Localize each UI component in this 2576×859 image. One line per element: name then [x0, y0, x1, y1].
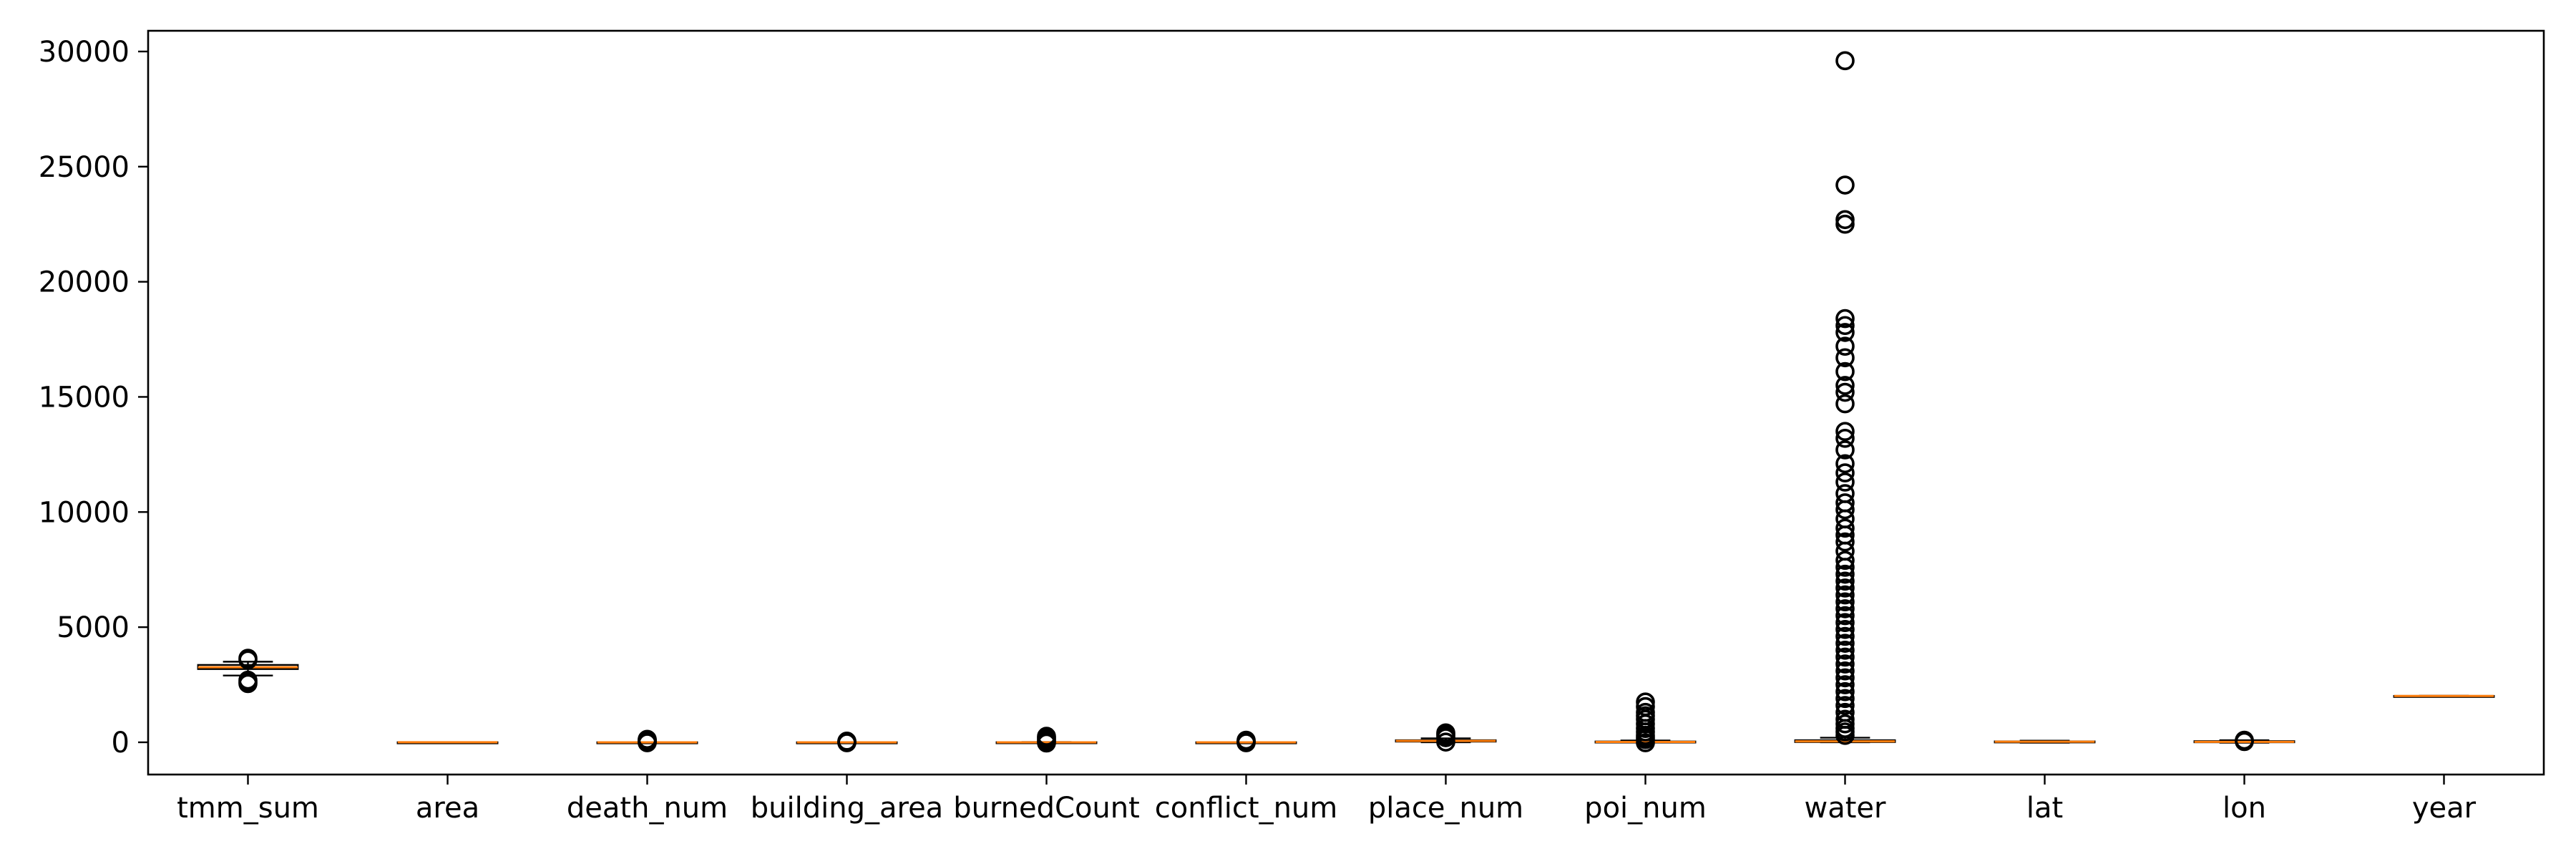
- outlier-point: [1835, 376, 1855, 395]
- outlier-point: [1835, 571, 1855, 591]
- outlier-point: [238, 670, 258, 690]
- outlier-point: [1835, 626, 1855, 646]
- outlier-point: [1835, 323, 1855, 342]
- box-tmm_sum: [197, 649, 299, 694]
- outlier-point: [1835, 681, 1855, 702]
- box-building_area: [796, 732, 898, 752]
- outlier-point: [1835, 175, 1855, 195]
- outlier-point: [1835, 606, 1855, 626]
- y-tick-label: 20000: [39, 266, 130, 299]
- outlier-point: [1835, 500, 1855, 520]
- outlier-point: [1835, 675, 1855, 694]
- outlier-point: [1835, 532, 1855, 552]
- outlier-point: [1037, 727, 1056, 746]
- outlier-point: [1636, 692, 1655, 712]
- box-lat: [1994, 739, 2096, 744]
- boxplot-series: [197, 51, 2495, 753]
- x-tick-label: building_area: [751, 792, 943, 825]
- outlier-point: [638, 729, 657, 749]
- outlier-point: [1835, 640, 1855, 660]
- outlier-point: [1835, 585, 1855, 605]
- outlier-point: [1835, 394, 1855, 414]
- outlier-point: [1835, 454, 1855, 474]
- outlier-point: [1835, 361, 1855, 382]
- outlier-point: [1835, 440, 1855, 460]
- box-water: [1794, 51, 1896, 745]
- y-tick-label: 30000: [39, 36, 130, 69]
- outlier-point: [1835, 634, 1855, 653]
- x-tick-label: death_num: [567, 792, 728, 825]
- plot-frame: [147, 29, 2545, 776]
- box-year: [2393, 694, 2495, 698]
- outlier-point: [1835, 726, 1855, 745]
- x-tick-label: burnedCount: [953, 792, 1140, 825]
- outlier-point: [1835, 578, 1855, 598]
- x-tick-label: lon: [2223, 792, 2266, 825]
- outlier-point: [1236, 730, 1256, 750]
- box-burnedCount: [995, 727, 1098, 753]
- x-tick-label: lat: [2026, 792, 2063, 825]
- x-tick-label: conflict_num: [1155, 792, 1337, 825]
- box-poi_num: [1594, 692, 1697, 752]
- box-place_num: [1395, 723, 1497, 752]
- box-conflict_num: [1195, 730, 1297, 752]
- x-tick-label: poi_num: [1584, 792, 1707, 825]
- outlier-point: [1835, 309, 1855, 329]
- y-tick-label: 5000: [57, 611, 130, 644]
- outlier-point: [1636, 702, 1655, 722]
- outlier-point: [1835, 558, 1855, 577]
- outlier-point: [2235, 730, 2254, 750]
- x-tick-label: water: [1805, 792, 1887, 825]
- outlier-point: [1835, 620, 1855, 639]
- outlier-point: [1835, 654, 1855, 674]
- outlier-point: [238, 649, 258, 668]
- outlier-point: [1835, 316, 1855, 336]
- x-tick-label: year: [2412, 792, 2477, 825]
- outlier-point: [1835, 613, 1855, 632]
- y-axis: 0 5000 10000 15000 20000 25000 30000: [39, 36, 148, 759]
- outlier-point: [1835, 336, 1855, 356]
- outlier-point: [1835, 661, 1855, 681]
- outlier-point: [1835, 564, 1855, 584]
- x-tick-label: area: [416, 792, 479, 825]
- box-area: [396, 741, 499, 744]
- y-tick-label: 0: [112, 727, 130, 759]
- y-tick-label: 15000: [39, 381, 130, 414]
- outlier-point: [1835, 518, 1855, 538]
- outlier-point: [1436, 723, 1455, 743]
- outlier-point: [1835, 592, 1855, 612]
- x-tick-label: tmm_sum: [177, 792, 319, 825]
- outlier-point: [1835, 348, 1855, 368]
- outlier-point: [1835, 51, 1855, 71]
- y-tick-label: 10000: [39, 496, 130, 529]
- outlier-point: [1835, 599, 1855, 618]
- outlier-point: [1835, 689, 1855, 709]
- outlier-point: [1835, 463, 1855, 482]
- outlier-point: [1835, 696, 1855, 715]
- outlier-point: [1835, 382, 1855, 402]
- y-tick-label: 25000: [39, 151, 130, 184]
- outlier-point: [1835, 647, 1855, 667]
- outlier-point: [1835, 422, 1855, 442]
- outlier-point: [1835, 429, 1855, 448]
- x-axis: tmm_sum area death_num building_area burnedC…: [177, 775, 2477, 825]
- outlier-point: [1835, 472, 1855, 492]
- outlier-point: [1835, 214, 1855, 234]
- outlier-point: [1835, 668, 1855, 688]
- x-tick-label: place_num: [1368, 792, 1523, 825]
- outlier-point: [1835, 550, 1855, 571]
- box-death_num: [596, 729, 698, 752]
- box-lon: [2193, 730, 2296, 752]
- outlier-point: [837, 732, 857, 751]
